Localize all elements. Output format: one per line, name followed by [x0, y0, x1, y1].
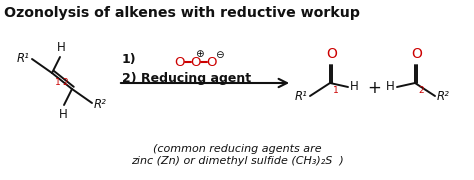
Text: (common reducing agents are: (common reducing agents are	[153, 144, 321, 154]
Text: 1: 1	[333, 86, 339, 95]
Text: H: H	[56, 41, 65, 54]
Text: 1): 1)	[122, 53, 137, 66]
Text: zinc (Zn) or dimethyl sulfide (CH₃)₂S  ): zinc (Zn) or dimethyl sulfide (CH₃)₂S )	[131, 156, 343, 166]
Text: 2: 2	[418, 86, 424, 95]
Text: O: O	[411, 47, 422, 61]
Text: 2: 2	[63, 78, 68, 87]
Text: H: H	[386, 80, 395, 93]
Text: +: +	[367, 79, 381, 97]
Text: O: O	[175, 55, 185, 69]
Text: ⊕: ⊕	[195, 49, 203, 59]
Text: Ozonolysis of alkenes with reductive workup: Ozonolysis of alkenes with reductive wor…	[4, 6, 360, 20]
Text: O: O	[326, 47, 337, 61]
Text: H: H	[59, 108, 67, 121]
Text: R¹: R¹	[17, 51, 30, 64]
Text: O: O	[207, 55, 217, 69]
Text: ⊖: ⊖	[215, 50, 223, 60]
Text: R¹: R¹	[295, 89, 308, 102]
Text: 2) Reducing agent: 2) Reducing agent	[122, 72, 251, 85]
Text: R²: R²	[94, 98, 107, 111]
Text: O: O	[191, 55, 201, 69]
Text: 1: 1	[55, 78, 61, 87]
Text: R²: R²	[437, 89, 450, 102]
Text: H: H	[350, 80, 359, 93]
